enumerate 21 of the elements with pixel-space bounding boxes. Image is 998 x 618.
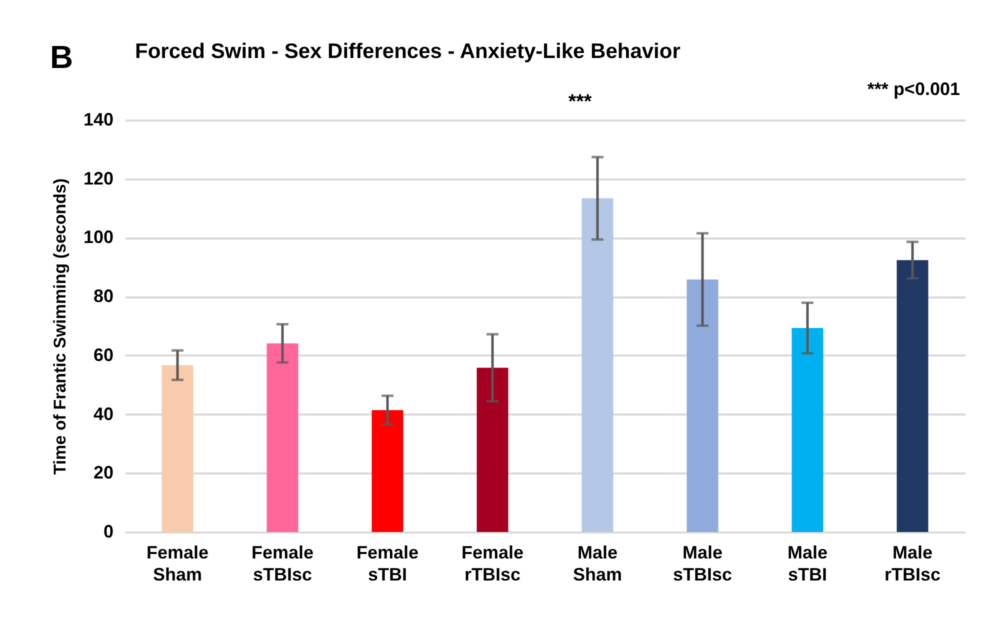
x-tick-label: Male Sham <box>572 542 622 584</box>
y-tick-label: 20 <box>93 462 114 483</box>
text: *** <box>568 91 592 113</box>
x-tick-label: Female sTBIsc <box>251 542 314 584</box>
y-tick-label: 0 <box>103 522 114 542</box>
x-tick-label: Male sTBI <box>787 542 828 584</box>
x-tick-label: Male rTBIsc <box>884 542 941 584</box>
x-tick-label: Female rTBIsc <box>461 542 524 584</box>
text: *** p<0.001 <box>867 79 960 99</box>
x-tick-label: Male sTBIsc <box>672 542 732 584</box>
x-tick-label: Female Sham <box>146 542 209 584</box>
x-tick-label: Female sTBI <box>356 542 419 584</box>
y-tick-label: 60 <box>93 344 114 365</box>
y-axis-title: Time of Frantic Swimming (seconds) <box>50 178 70 475</box>
y-tick-label: 120 <box>83 168 114 188</box>
chart-title: Forced Swim - Sex Differences - Anxiety-Like Behavior <box>135 40 680 63</box>
text: B <box>50 39 74 75</box>
y-tick-label: 140 <box>83 110 114 130</box>
y-tick-label: 40 <box>93 404 114 424</box>
y-tick-label: 80 <box>93 286 114 306</box>
y-tick-label: 100 <box>83 227 114 248</box>
